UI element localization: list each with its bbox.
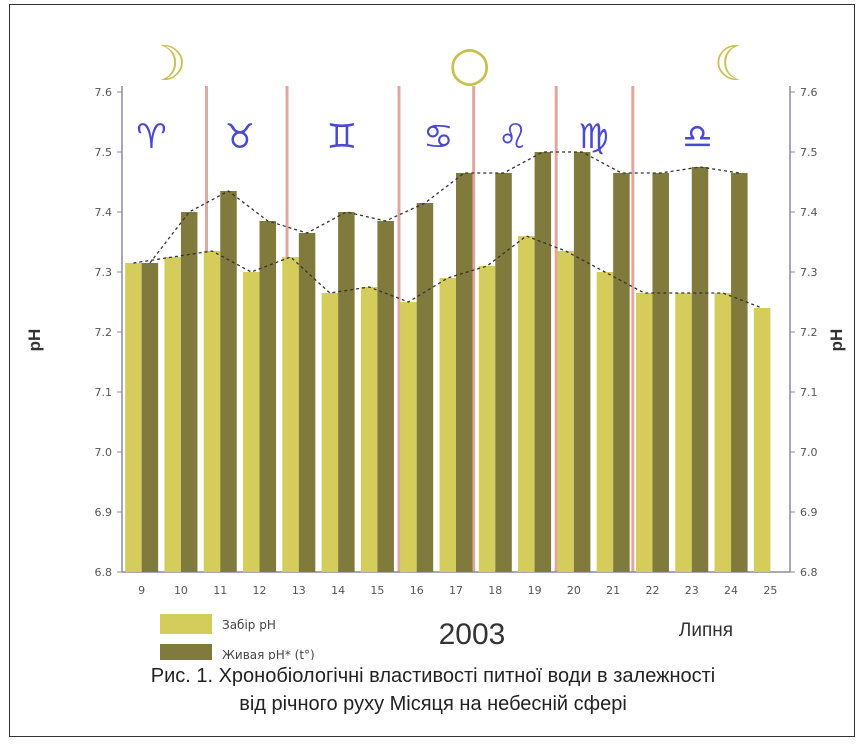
x-tick-label: 9 — [138, 584, 145, 597]
zodiac-symbol: ♍ — [578, 117, 608, 157]
bar-zabir — [753, 308, 771, 572]
bar-zhyva — [141, 263, 159, 572]
bar-zhyva — [495, 173, 512, 572]
bar-zabir — [518, 236, 535, 572]
bar-zabir — [439, 278, 456, 572]
right-tick-label: 6.9 — [800, 506, 818, 519]
left-tick-label: 7.3 — [95, 266, 113, 279]
zodiac-symbol: ♌ — [498, 117, 528, 157]
x-tick-label: 21 — [606, 584, 620, 597]
left-tick-label: 7.5 — [95, 146, 113, 159]
bar-zabir — [282, 257, 299, 572]
trend-line-zabir — [133, 235, 763, 309]
x-tick-label: 12 — [253, 584, 267, 597]
bar-zhyva — [613, 173, 630, 572]
bar-zabir — [164, 257, 181, 572]
legend-label-zhyva: Живая pH* (t°) — [222, 648, 315, 660]
left-tick-label: 7.2 — [95, 326, 113, 339]
zodiac-symbols: ♈ ♉ ♊ ♋ ♌ ♍ ♎ ☽ ○ ☾ — [136, 36, 756, 157]
x-axis-label: 2003 — [439, 618, 506, 651]
legend-swatch-zabir — [160, 614, 212, 634]
x-tick-label: 24 — [724, 584, 738, 597]
zodiac-symbol: ♈ — [136, 117, 166, 157]
bar-zhyva — [652, 173, 669, 572]
bar-zhyva — [338, 212, 355, 572]
left-tick-label: 7.4 — [95, 206, 113, 219]
x-tick-label: 19 — [528, 584, 542, 597]
x-tick-label: 23 — [685, 584, 699, 597]
x-tick-label: 15 — [370, 584, 384, 597]
bar-zabir — [596, 272, 614, 572]
figure-caption-line2: від річного руху Місяця на небесній сфер… — [239, 693, 627, 715]
bar-zhyva — [731, 173, 748, 572]
bar-zhyva — [534, 152, 552, 572]
legend-swatch-zhyva — [160, 644, 212, 660]
bar-zabir — [557, 251, 574, 572]
zodiac-symbol: ♎ — [682, 117, 712, 157]
bar-zabir — [360, 287, 378, 572]
moon-phase-symbol: ☽ — [144, 36, 187, 92]
bar-zabir — [635, 293, 653, 572]
chart: 6.8 6.8 6.9 6.9 7.0 7.0 7.1 7.1 7.2 7.2 7.3 7.3 7.4 7… — [25, 36, 846, 660]
bars — [125, 152, 771, 572]
left-tick-label: 6.9 — [95, 506, 113, 519]
left-tick-label: 7.6 — [95, 86, 113, 99]
right-tick-label: 7.0 — [800, 446, 818, 459]
x-tick-label: 20 — [567, 584, 581, 597]
x-tick-label: 14 — [331, 584, 345, 597]
bar-zhyva — [416, 203, 434, 572]
bar-zhyva — [377, 221, 394, 572]
x-tick-label: 22 — [645, 584, 659, 597]
bar-zabir — [125, 263, 142, 572]
trend-line-zhyva — [149, 151, 740, 264]
bar-zhyva — [180, 212, 198, 572]
right-tick-label: 6.8 — [800, 566, 818, 579]
figure-frame — [9, 4, 855, 737]
bar-zhyva — [456, 173, 473, 572]
x-tick-label: 18 — [488, 584, 502, 597]
x-tick-label: 13 — [292, 584, 306, 597]
right-tick-label: 7.6 — [800, 86, 818, 99]
zodiac-symbol: ♊ — [327, 117, 357, 157]
right-tick-label: 7.4 — [800, 206, 818, 219]
moon-phase-symbol: ☾ — [713, 36, 756, 92]
x-tick-label: 17 — [449, 584, 463, 597]
x-tick-label: 16 — [410, 584, 424, 597]
bar-zhyva — [259, 221, 277, 572]
right-tick-label: 7.3 — [800, 266, 818, 279]
bar-zabir — [478, 266, 496, 572]
tick-labels: 6.8 6.8 6.9 6.9 7.0 7.0 7.1 7.1 7.2 7.2 7.3 7.3 7.4 7… — [25, 86, 846, 651]
x-tick-label: 25 — [763, 584, 777, 597]
bar-zhyva — [298, 233, 316, 572]
left-tick-label: 7.0 — [95, 446, 113, 459]
bar-zabir — [203, 251, 221, 572]
left-tick-label: 6.8 — [95, 566, 113, 579]
zodiac-symbol: ♉ — [225, 117, 255, 157]
bar-zhyva — [573, 152, 591, 572]
y-axis-label-right: pH — [827, 329, 846, 352]
y-axis-label-left: pH — [25, 329, 44, 352]
left-tick-label: 7.1 — [95, 386, 113, 399]
moon-phase-symbol: ○ — [449, 36, 491, 92]
trend-lines — [133, 151, 763, 309]
bar-zabir — [243, 272, 260, 572]
right-tick-label: 7.5 — [800, 146, 818, 159]
bar-zhyva — [220, 191, 237, 572]
zodiac-symbol: ♋ — [423, 117, 453, 157]
bar-zabir — [714, 293, 732, 572]
month-label: Липня — [679, 620, 733, 641]
bar-zhyva — [691, 167, 709, 572]
legend-label-zabir: Забір pH — [222, 618, 276, 632]
bar-zabir — [321, 293, 339, 572]
legend: Забір pH Живая pH* (t°) — [160, 614, 315, 660]
bar-zabir — [400, 302, 417, 572]
x-tick-label: 10 — [174, 584, 188, 597]
figure-caption-line1: Рис. 1. Хронобіологічні властивості питн… — [150, 665, 716, 687]
right-tick-label: 7.2 — [800, 326, 818, 339]
right-tick-label: 7.1 — [800, 386, 818, 399]
bar-zabir — [675, 293, 692, 572]
x-tick-label: 11 — [213, 584, 227, 597]
